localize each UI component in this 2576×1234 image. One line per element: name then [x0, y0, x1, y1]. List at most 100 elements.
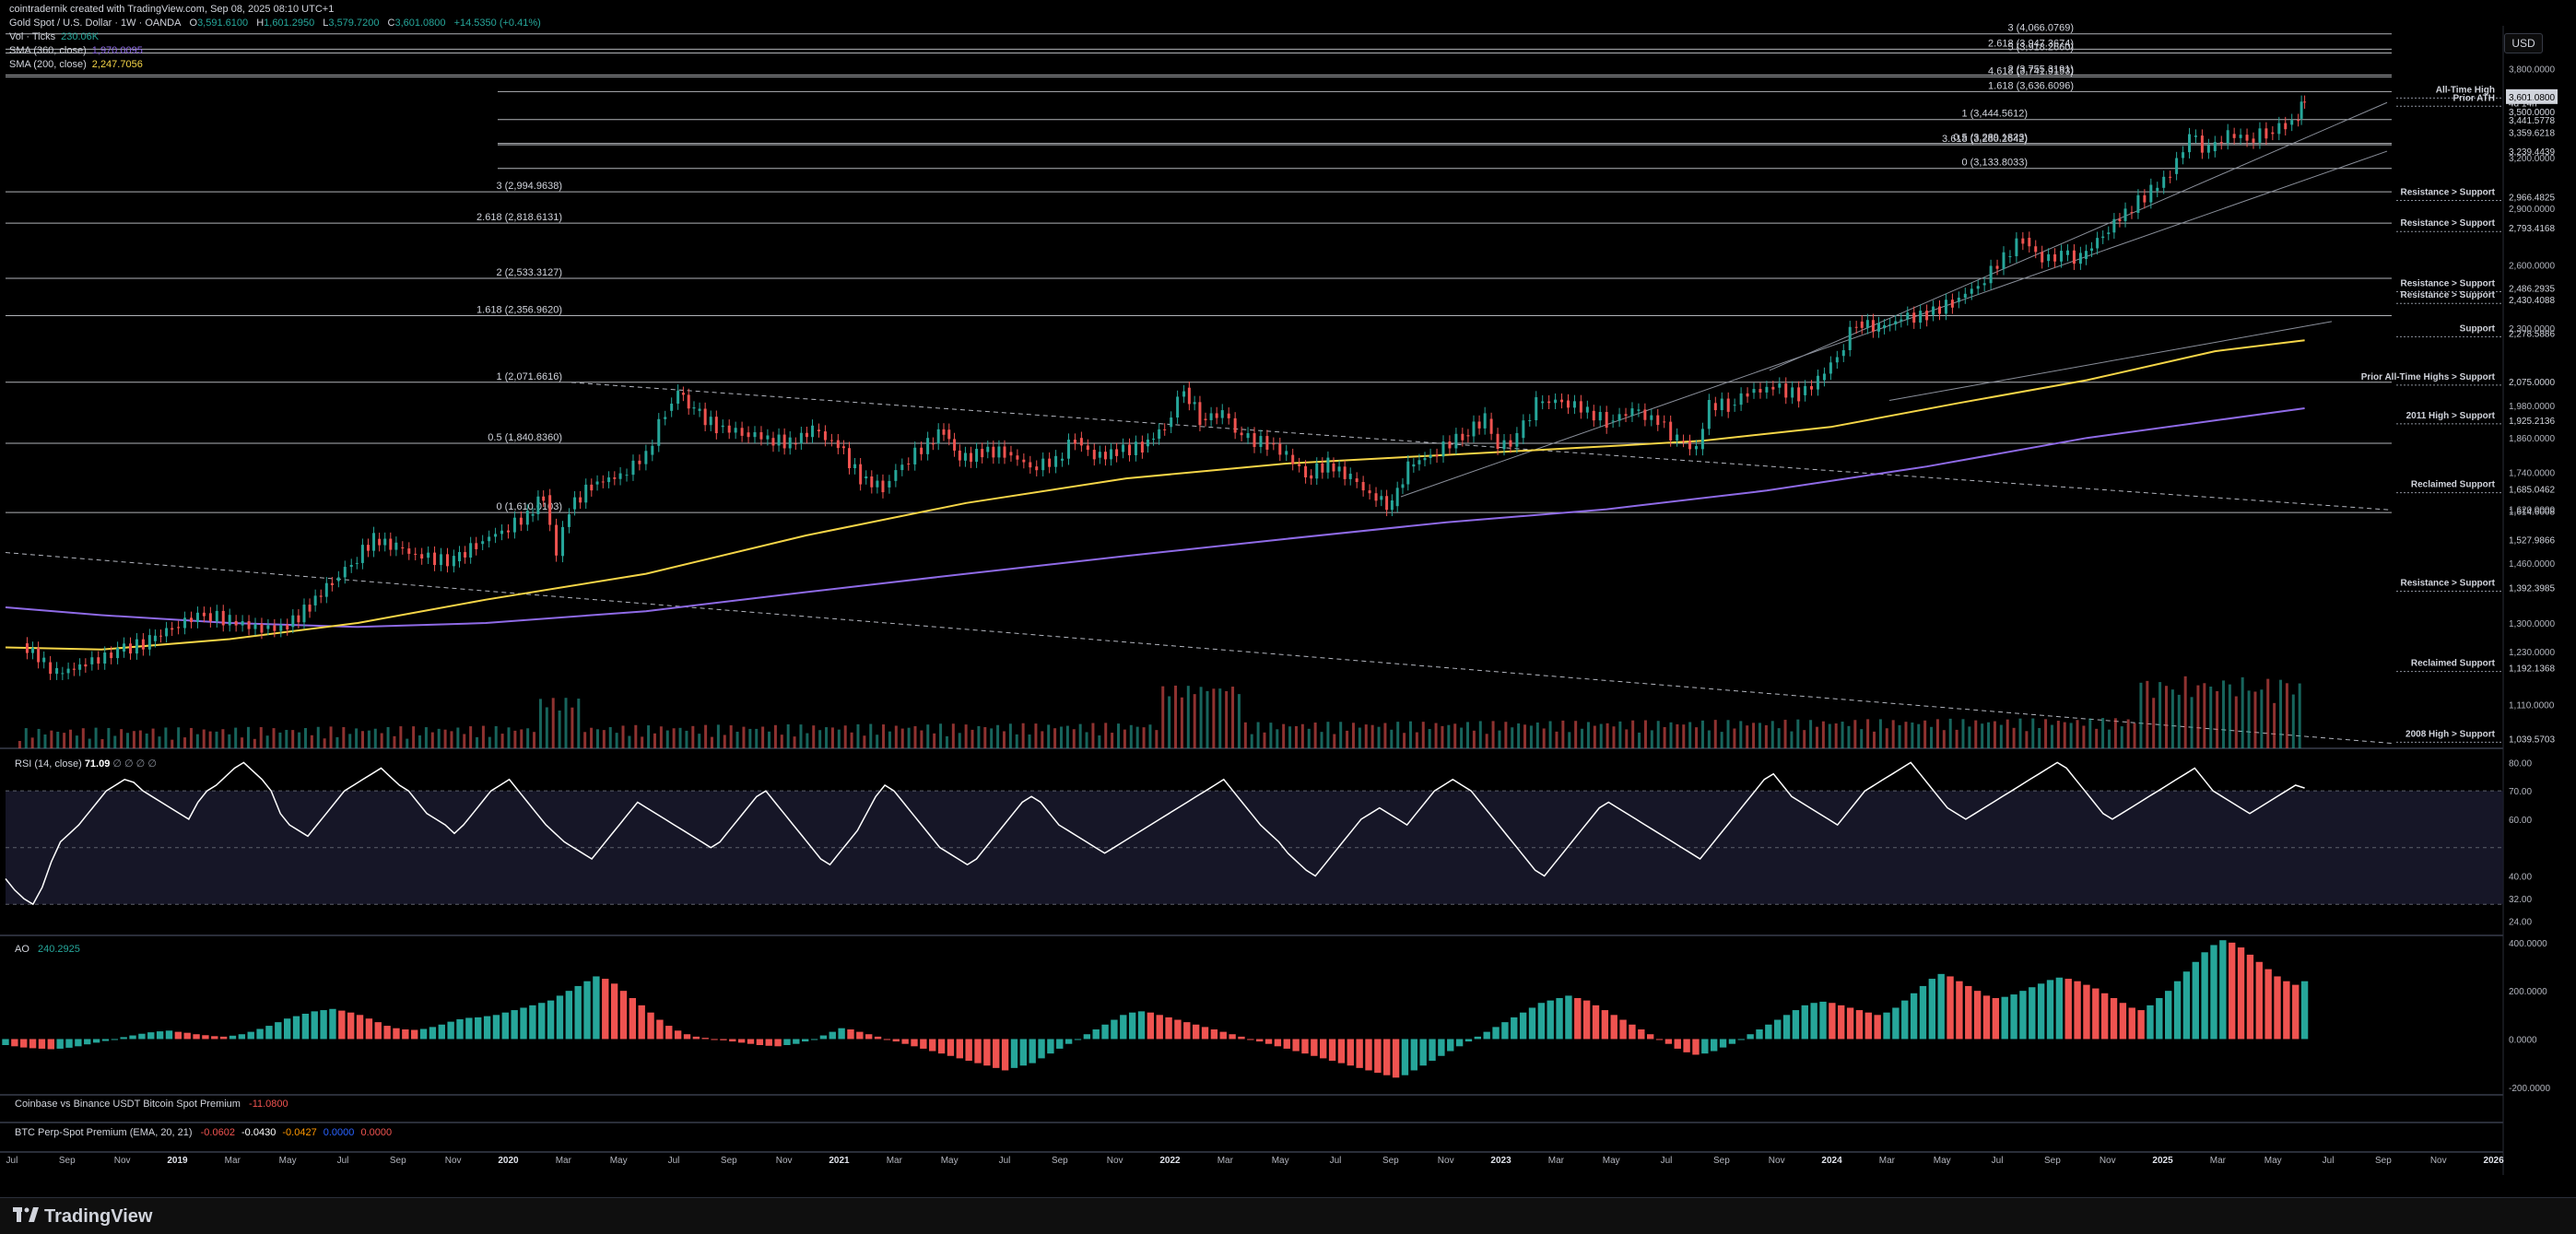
- ao-bar: [2128, 1007, 2135, 1040]
- price-axis-tag: 1,039.5703: [2509, 735, 2555, 745]
- volume-bar: [494, 725, 498, 748]
- volume-bar: [1504, 722, 1508, 748]
- candle-body: [1496, 433, 1500, 450]
- candle-body: [595, 481, 599, 485]
- premium1-legend[interactable]: Coinbase vs Binance USDT Bitcoin Spot Pr…: [15, 1099, 288, 1110]
- candle-body: [1246, 433, 1250, 439]
- candle-body: [1894, 321, 1898, 324]
- tradingview-logo[interactable]: TradingView: [13, 1206, 152, 1228]
- volume-bar: [1034, 723, 1038, 748]
- volume-bar: [1821, 721, 1825, 748]
- volume-bar: [1707, 730, 1711, 748]
- volume-bar: [158, 736, 161, 748]
- volume-bar: [2260, 689, 2264, 748]
- candle-body: [920, 447, 923, 454]
- ao-bar: [593, 976, 600, 1040]
- volume-bar: [215, 731, 218, 748]
- ao-bar: [1619, 1019, 1627, 1040]
- ao-bar: [610, 983, 618, 1040]
- volume-bar: [1841, 722, 1844, 748]
- volume-bar: [1548, 721, 1552, 748]
- candle-body: [153, 635, 157, 641]
- volume-bar: [1174, 685, 1178, 748]
- sma360-legend[interactable]: SMA (360, close) 1,970.0095: [9, 45, 148, 56]
- candle-body: [1669, 421, 1673, 441]
- sma360-label: SMA (360, close): [9, 45, 87, 56]
- candle-body: [1771, 386, 1775, 390]
- ao-legend[interactable]: AO 240.2925: [15, 944, 80, 955]
- volume-bar: [977, 725, 981, 748]
- price-axis-tag: 1,685.0462: [2509, 486, 2555, 496]
- volume-bar: [869, 723, 873, 748]
- sma200-legend[interactable]: SMA (200, close) 2,247.7056: [9, 59, 148, 70]
- volume-bar: [2025, 731, 2029, 748]
- volume-bar: [621, 725, 625, 748]
- premium2-legend[interactable]: BTC Perp-Spot Premium (EMA, 20, 21) -0.0…: [15, 1127, 392, 1138]
- volume-bar: [183, 737, 187, 748]
- low-label: L: [323, 18, 329, 29]
- ao-bar: [1947, 976, 1954, 1040]
- ao-bar: [129, 1035, 136, 1040]
- candle-body: [1122, 444, 1125, 452]
- volume-bar: [298, 732, 301, 748]
- candle-body: [1170, 417, 1173, 428]
- ao-bar: [1137, 1011, 1146, 1040]
- candle-body: [1073, 440, 1076, 444]
- volume-bar: [63, 733, 66, 748]
- time-axis-tick: Mar: [1548, 1156, 1565, 1166]
- volume-bar: [107, 727, 111, 748]
- ao-bar: [2165, 991, 2172, 1040]
- volume-bar: [1098, 735, 1101, 748]
- volume-bar: [1599, 723, 1603, 748]
- time-axis-tick: May: [1603, 1156, 1620, 1166]
- volume-bar: [659, 726, 663, 748]
- candle-body: [734, 428, 737, 433]
- ao-bar: [1655, 1039, 1664, 1040]
- volume-bar: [1815, 726, 1818, 748]
- volume-bar: [1853, 720, 1857, 748]
- ao-bar: [1192, 1024, 1200, 1040]
- volume-bar: [888, 731, 891, 748]
- ao-bar: [1492, 1027, 1500, 1040]
- candle-body: [1140, 441, 1144, 453]
- volume-bar: [1993, 721, 1996, 748]
- volume-bar: [2069, 723, 2073, 748]
- candle-body: [2123, 208, 2127, 221]
- volume-bar: [310, 735, 313, 748]
- candle-body: [512, 517, 516, 533]
- rsi-legend[interactable]: RSI (14, close) 71.09 ∅ ∅ ∅ ∅: [15, 758, 157, 770]
- volume-bar: [335, 736, 339, 748]
- ao-bar: [1029, 1039, 1036, 1064]
- volume-bar: [1809, 720, 1813, 748]
- ao-bar: [1401, 1039, 1409, 1075]
- currency-button[interactable]: USD: [2504, 33, 2543, 53]
- candle-body: [135, 639, 138, 654]
- time-axis-tick: 2020: [498, 1156, 519, 1166]
- symbol-legend[interactable]: Gold Spot / U.S. Dollar · 1W · OANDA O3,…: [9, 18, 547, 29]
- volume-bar: [488, 736, 491, 748]
- ao-bar: [1719, 1039, 1727, 1048]
- candle-body: [2300, 101, 2303, 119]
- price-axis-tag: 3,601.0800: [2509, 93, 2555, 103]
- candle-body: [31, 647, 35, 653]
- rsi-axis-tick: 80.00: [2509, 758, 2532, 769]
- volume-bar: [1370, 724, 1374, 748]
- ao-bar: [983, 1039, 991, 1066]
- high-label: H: [256, 18, 265, 29]
- volume-bar: [1078, 723, 1082, 748]
- candle-body: [698, 408, 701, 411]
- ao-bar: [874, 1036, 882, 1040]
- candle-body: [865, 476, 868, 479]
- candle-body: [644, 451, 648, 464]
- candle-body: [2264, 128, 2268, 139]
- volume-bar: [1472, 730, 1476, 748]
- time-axis-tick: Nov: [1107, 1156, 1123, 1166]
- volume-legend[interactable]: Vol · Ticks 230.06K: [9, 31, 104, 42]
- candle-body: [183, 617, 187, 629]
- candle-body: [253, 624, 257, 629]
- volume-bar: [996, 724, 1000, 748]
- volume-bar: [2095, 728, 2099, 748]
- ao-bar: [138, 1033, 146, 1040]
- volume-bar: [1911, 722, 1914, 748]
